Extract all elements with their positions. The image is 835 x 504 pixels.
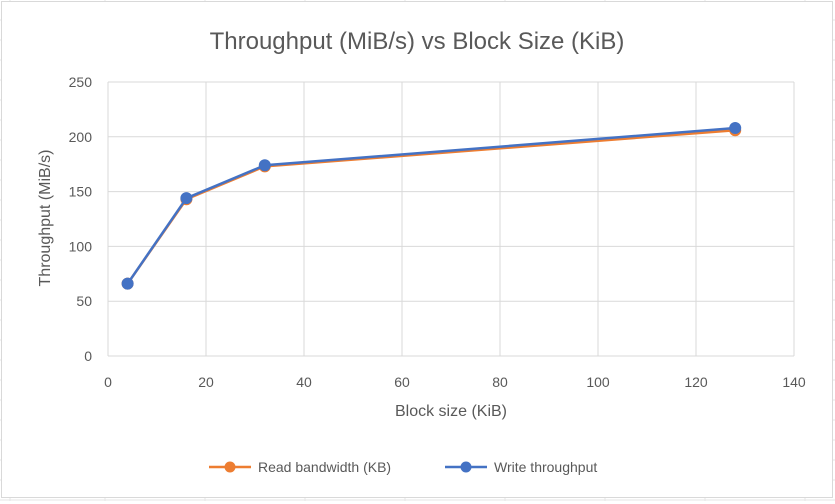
legend-item[interactable]: Read bandwidth (KB) [209,459,391,475]
y-tick-label: 200 [69,129,93,145]
series-line [126,126,737,285]
legend-label: Write throughput [494,459,597,475]
legend-label: Read bandwidth (KB) [258,459,391,475]
y-tick-label: 250 [69,74,93,90]
y-tick-label: 50 [76,293,92,309]
y-axis-tick-labels: 0 50 100 150 200 250 [69,74,93,364]
x-tick-label: 140 [782,374,806,390]
x-axis-title: Block size (KiB) [395,403,507,420]
data-point[interactable] [180,192,193,205]
legend-swatch-marker [224,461,236,473]
y-tick-label: 0 [84,348,92,364]
series-2 [121,122,742,290]
x-tick-label: 60 [394,374,410,390]
legend-swatch-marker [460,461,472,473]
data-point[interactable] [729,122,742,135]
legend-item[interactable]: Write throughput [445,459,597,475]
chart-title: Throughput (MiB/s) vs Block Size (KiB) [210,28,625,55]
x-tick-label: 0 [104,374,112,390]
y-tick-label: 100 [69,238,93,254]
data-point[interactable] [121,277,134,290]
plot-series [121,122,742,290]
data-point[interactable] [258,159,271,172]
x-axis-tick-labels: 0 20 40 60 80 100 120 140 [104,374,806,390]
x-tick-label: 20 [198,374,214,390]
x-tick-label: 100 [586,374,610,390]
y-axis-title: Throughput (MiB/s) [37,150,54,287]
plot-gridlines [107,81,795,357]
x-tick-label: 80 [492,374,508,390]
y-tick-label: 150 [69,184,93,200]
x-tick-label: 120 [684,374,708,390]
series-1 [121,124,742,290]
x-tick-label: 40 [296,374,312,390]
legend: Read bandwidth (KB) Write throughput [209,459,597,475]
